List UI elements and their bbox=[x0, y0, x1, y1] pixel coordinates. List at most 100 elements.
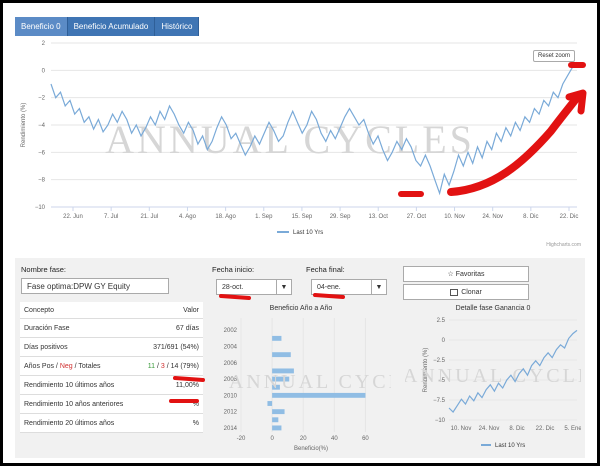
x-tick-label: 18. Ago bbox=[215, 214, 236, 220]
concepto-header: Concepto bbox=[20, 302, 138, 319]
row-label: Rendimiento 10 años anteriores bbox=[20, 394, 138, 414]
annotation-underline bbox=[219, 294, 251, 300]
clonar-button[interactable]: Clonar bbox=[403, 284, 529, 300]
x-tick-label: 15. Sep bbox=[292, 214, 313, 220]
valor-header: Valor bbox=[137, 302, 203, 319]
annotation-arrow-head bbox=[565, 89, 587, 115]
y-tick-label: −8 bbox=[38, 178, 46, 184]
y-tick-label: −2 bbox=[38, 96, 46, 102]
tab-bar: Beneficio 0 Beneficio Acumulado Históric… bbox=[15, 17, 200, 36]
nombre-fase-label: Nombre fase: bbox=[21, 265, 67, 274]
y-tick-label: −4 bbox=[38, 123, 46, 129]
tab-beneficio-0[interactable]: Beneficio 0 bbox=[15, 17, 68, 36]
y-tick-label: −10 bbox=[35, 205, 46, 211]
chart-title: Beneficio Año a Año bbox=[270, 305, 333, 312]
label-sep: / bbox=[53, 362, 60, 370]
label-rest: / Totales bbox=[72, 362, 101, 370]
bar-2008 bbox=[272, 376, 290, 382]
x-tick-label: 29. Sep bbox=[330, 214, 351, 220]
bar-2013 bbox=[272, 417, 279, 423]
bar-2010 bbox=[272, 392, 366, 398]
value-neg: 3 bbox=[160, 362, 165, 370]
row-label: Días positivos bbox=[20, 337, 138, 357]
fecha-final-label: Fecha final: bbox=[306, 265, 345, 274]
main-line-chart[interactable]: 2 0 −2 −4 −6 −8 −10 Rendimiento (%) 22. Jun 7. Ju… bbox=[15, 35, 585, 253]
x-tick-label: 4. Ago bbox=[179, 214, 197, 220]
x-tick-label: 10. Nov bbox=[444, 214, 465, 220]
chevron-down-icon: ▼ bbox=[276, 280, 291, 294]
x-tick-label: 1. Sep bbox=[255, 214, 273, 220]
x-tick-label: 5. Ene bbox=[564, 426, 581, 432]
fecha-final-select[interactable]: 04-ene. ▼ bbox=[311, 279, 387, 295]
x-tick-label: 22. Dic bbox=[536, 426, 555, 432]
watermark-logo: ANNUAL CYCLES bbox=[105, 117, 475, 162]
x-tick-label: 24. Nov bbox=[479, 426, 500, 432]
y-tick-label: −10 bbox=[435, 418, 446, 424]
y-tick-label: 2 bbox=[42, 41, 46, 47]
table-row: Rendimiento 20 últimos años % bbox=[20, 413, 203, 433]
y-axis-label: Rendimiento (%) bbox=[21, 103, 27, 148]
series-line-last-10-yrs bbox=[448, 329, 578, 413]
y-tick-label: 2010 bbox=[224, 393, 238, 399]
row-label: Años Pos / Neg / Totales bbox=[20, 356, 138, 376]
value-sep: / bbox=[155, 362, 161, 370]
watermark-logo: ANNUAL CYCLES bbox=[229, 371, 391, 393]
fecha-inicio-value: 28-oct. bbox=[222, 284, 244, 291]
y-tick-label: 2.5 bbox=[437, 318, 446, 324]
y-tick-label: 2014 bbox=[224, 426, 238, 432]
x-tick-label: 0 bbox=[270, 436, 274, 442]
legend-label: Last 10 Yrs bbox=[293, 230, 323, 236]
y-tick-label: −6 bbox=[38, 150, 46, 156]
y-axis-label: Rendimiento (%) bbox=[423, 348, 429, 393]
fecha-inicio-label: Fecha inicio: bbox=[212, 265, 255, 274]
bar-2014 bbox=[272, 425, 282, 431]
bar-2003 bbox=[272, 335, 282, 341]
x-tick-label: 10. Nov bbox=[451, 426, 472, 432]
bar-2011 bbox=[267, 401, 273, 406]
y-tick-label: −7.5 bbox=[433, 398, 446, 404]
clonar-label: Clonar bbox=[461, 288, 482, 296]
x-tick-label: 27. Oct bbox=[407, 214, 427, 220]
x-tick-label: 24. Nov bbox=[482, 214, 503, 220]
row-value: 11 / 3 / 14 (79%) bbox=[137, 356, 203, 376]
fecha-inicio-select[interactable]: 28-oct. ▼ bbox=[216, 279, 292, 295]
row-label: Duración Fase bbox=[20, 318, 138, 338]
fecha-final-value: 04-ene. bbox=[317, 284, 341, 291]
legend-label: Last 10 Yrs bbox=[495, 443, 525, 449]
x-tick-label: 8. Dic bbox=[509, 426, 524, 432]
row-value: 67 días bbox=[137, 318, 203, 338]
y-tick-label: 0 bbox=[442, 338, 446, 344]
clone-icon bbox=[450, 288, 459, 296]
y-tick-label: −5 bbox=[438, 378, 446, 384]
watermark-logo: ANNUAL CYCLES bbox=[405, 365, 581, 387]
y-tick-label: 2004 bbox=[224, 345, 238, 351]
x-tick-label: 22. Jun bbox=[63, 214, 83, 220]
stats-header-row: Concepto Valor bbox=[20, 302, 203, 319]
y-tick-label: −2.5 bbox=[433, 358, 446, 364]
bar-2009 bbox=[272, 384, 280, 390]
chart-credit: Highcharts.com bbox=[546, 242, 581, 248]
row-label: Rendimiento 10 últimos años bbox=[20, 375, 138, 395]
y-tick-label: 0 bbox=[42, 68, 46, 74]
yearly-bar-chart[interactable]: Beneficio Año a Año -20 0 20 40 60 Beneficio(%… bbox=[211, 302, 391, 454]
x-axis-label: Beneficio(%) bbox=[294, 446, 328, 452]
favoritas-button[interactable]: ☆ Favoritas bbox=[403, 266, 529, 282]
annotation-overlay bbox=[169, 62, 587, 403]
nombre-fase-field[interactable]: Fase optima:DPW GY Equity bbox=[21, 278, 169, 294]
detail-line-chart[interactable]: Detalle fase Ganancia 0 2.5 0 −2.5 −5 −7.5 −10… bbox=[405, 302, 581, 454]
row-value: 371/691 (54%) bbox=[137, 337, 203, 357]
chevron-down-icon: ▼ bbox=[371, 280, 386, 294]
y-tick-label: 2002 bbox=[224, 328, 238, 334]
stats-table: Concepto Valor Duración Fase 67 días Día… bbox=[20, 302, 203, 433]
tab-historico[interactable]: Histórico bbox=[155, 17, 200, 36]
x-tick-label: 20 bbox=[300, 436, 307, 442]
x-tick-label: 21. Jul bbox=[140, 214, 158, 220]
reset-zoom-button[interactable]: Reset zoom bbox=[533, 50, 576, 62]
row-value: % bbox=[137, 413, 203, 433]
x-tick-label: 40 bbox=[331, 436, 338, 442]
tab-beneficio-acumulado[interactable]: Beneficio Acumulado bbox=[67, 17, 156, 36]
annotation-arrow-shaft bbox=[447, 91, 583, 196]
x-tick-label: 7. Jul bbox=[104, 214, 118, 220]
phase-details-panel: Nombre fase: Fase optima:DPW GY Equity F… bbox=[15, 258, 585, 458]
label-pos: Años Pos bbox=[24, 362, 54, 370]
